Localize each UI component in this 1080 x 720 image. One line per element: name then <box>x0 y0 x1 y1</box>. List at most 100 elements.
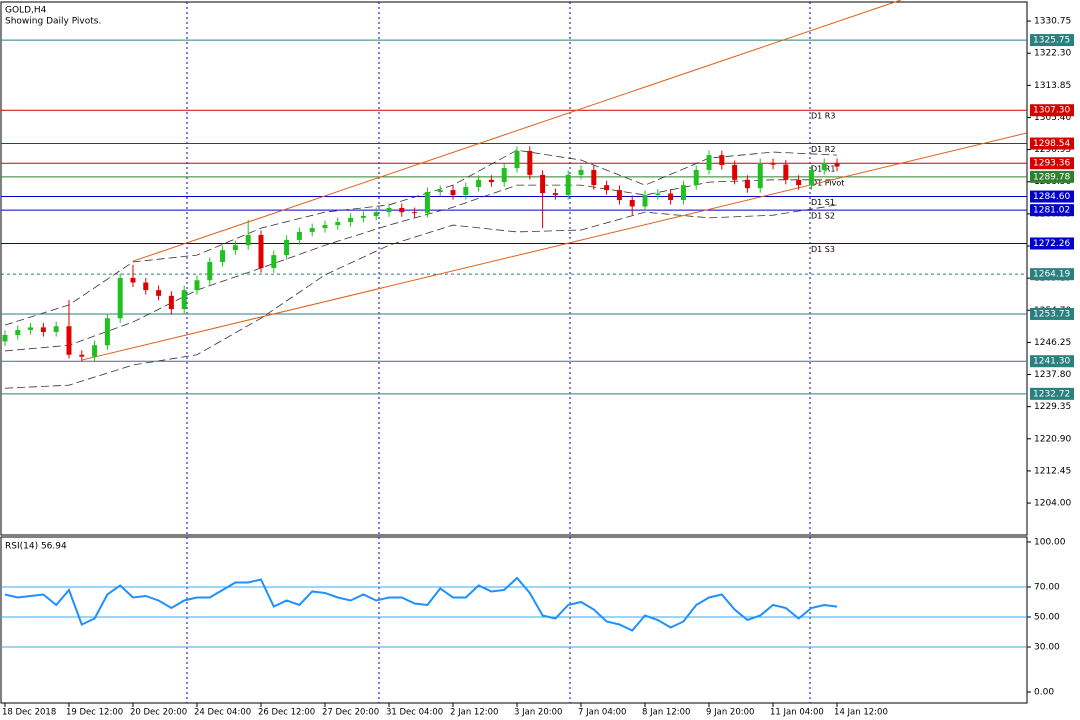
candle-body <box>258 234 264 269</box>
candle-body <box>79 354 85 357</box>
candle-body <box>245 234 251 246</box>
pivot-label: D1 R2 <box>811 145 835 154</box>
trendline <box>132 0 902 262</box>
candle-body <box>309 228 315 232</box>
level-tag <box>1030 307 1074 320</box>
candle-body <box>181 290 187 310</box>
y-tick-label: 1220.90 <box>1034 434 1071 444</box>
candle-body <box>40 327 46 332</box>
x-tick-label: 19 Dec 12:00 <box>66 708 123 718</box>
level-tag <box>1030 237 1074 250</box>
candle-body <box>335 222 341 226</box>
level-tag <box>1030 34 1074 47</box>
x-tick-label: 2 Jan 12:00 <box>450 708 498 718</box>
candle-body <box>207 261 213 281</box>
level-tag <box>1030 157 1074 170</box>
candle-body <box>680 185 686 200</box>
candle-body <box>693 169 699 186</box>
candle-body <box>360 215 366 218</box>
y-tick-label: 1296.95 <box>1034 145 1071 155</box>
candle-body <box>424 191 430 213</box>
x-tick-label: 11 Jan 04:00 <box>770 708 824 718</box>
candle-body <box>668 193 674 200</box>
pivot-label: D1 S3 <box>811 245 835 254</box>
candle-body <box>322 225 328 229</box>
main-frame <box>0 1 1028 536</box>
candle-body <box>348 217 354 223</box>
band-lower <box>4 204 838 389</box>
pivot-label: D1 Pivot <box>811 178 844 187</box>
y-tick-label: 1237.80 <box>1034 370 1071 380</box>
level-tag-label: 1253.73 <box>1033 309 1070 319</box>
candle-body <box>28 327 34 331</box>
candle-body <box>386 207 392 213</box>
level-tag-label: 1241.30 <box>1033 357 1070 367</box>
y-tick-label: 1305.40 <box>1034 113 1071 123</box>
candle-body <box>463 187 469 196</box>
candle-body <box>220 250 226 262</box>
level-tag-label: 1289.78 <box>1033 172 1070 182</box>
level-tag <box>1030 204 1074 217</box>
rsi-line <box>4 576 838 632</box>
x-tick-label: 18 Dec 2018 <box>2 708 56 718</box>
candle-body <box>629 199 635 207</box>
candle-body <box>53 326 59 332</box>
y-tick-label: 1313.85 <box>1034 81 1071 91</box>
x-tick-label: 24 Dec 04:00 <box>194 708 251 718</box>
candle-body <box>565 174 571 196</box>
level-tag <box>1030 355 1074 368</box>
level-tag-label: 1293.36 <box>1033 159 1070 169</box>
level-tag-label: 1284.60 <box>1033 192 1070 202</box>
y-tick-label: 1330.75 <box>1034 17 1071 27</box>
level-tag-label: 1325.75 <box>1033 36 1070 46</box>
x-tick-label: 31 Dec 04:00 <box>386 708 443 718</box>
candle-body <box>616 190 622 200</box>
level-tag-label: 1272.26 <box>1033 239 1070 249</box>
candle-body <box>130 277 136 283</box>
candle-body <box>744 179 750 189</box>
candle-body <box>540 174 546 194</box>
y-tick-label: 1229.35 <box>1034 402 1071 412</box>
x-tick-label: 8 Jan 12:00 <box>642 708 690 718</box>
candle-body <box>168 295 174 310</box>
candle-body <box>117 277 123 319</box>
period-separators <box>186 2 811 703</box>
candle-body <box>808 169 814 186</box>
rsi-title: RSI(14) 56.94 <box>5 542 67 552</box>
level-tag <box>1030 104 1074 117</box>
y-tick-label: 1212.45 <box>1034 466 1071 476</box>
candle-body <box>284 239 290 256</box>
band-middle <box>4 179 838 352</box>
band-upper <box>4 149 838 326</box>
candle-body <box>271 255 277 269</box>
candle-body <box>296 231 302 240</box>
candle-body <box>732 164 738 180</box>
level-tag-label: 1232.72 <box>1033 389 1070 399</box>
candle-body <box>232 245 238 251</box>
level-tag-label: 1307.30 <box>1033 106 1070 116</box>
candle-body <box>757 163 763 189</box>
candle-body <box>399 207 405 213</box>
chart-title: GOLD,H4 <box>5 6 47 16</box>
candle-body <box>821 163 827 170</box>
candle-body <box>66 326 72 355</box>
candle-body <box>476 179 482 188</box>
y-tick-label: 1246.25 <box>1034 338 1071 348</box>
level-tag-label: 1281.02 <box>1033 206 1070 216</box>
candle-body <box>501 168 507 183</box>
candle-body <box>194 280 200 291</box>
candle-body <box>770 163 776 165</box>
x-tick-label: 27 Dec 20:00 <box>322 708 379 718</box>
pivot-label: D1 R3 <box>811 112 835 121</box>
level-tag <box>1030 170 1074 183</box>
x-tick-label: 7 Jan 04:00 <box>578 708 626 718</box>
candle-body <box>706 155 712 170</box>
y-tick-label: 30.00 <box>1034 643 1060 653</box>
pivot-label: D1 S2 <box>811 212 835 221</box>
candle-body <box>719 155 725 165</box>
candle-body <box>104 318 110 346</box>
candle-body <box>604 185 610 191</box>
candle-body <box>15 330 21 335</box>
